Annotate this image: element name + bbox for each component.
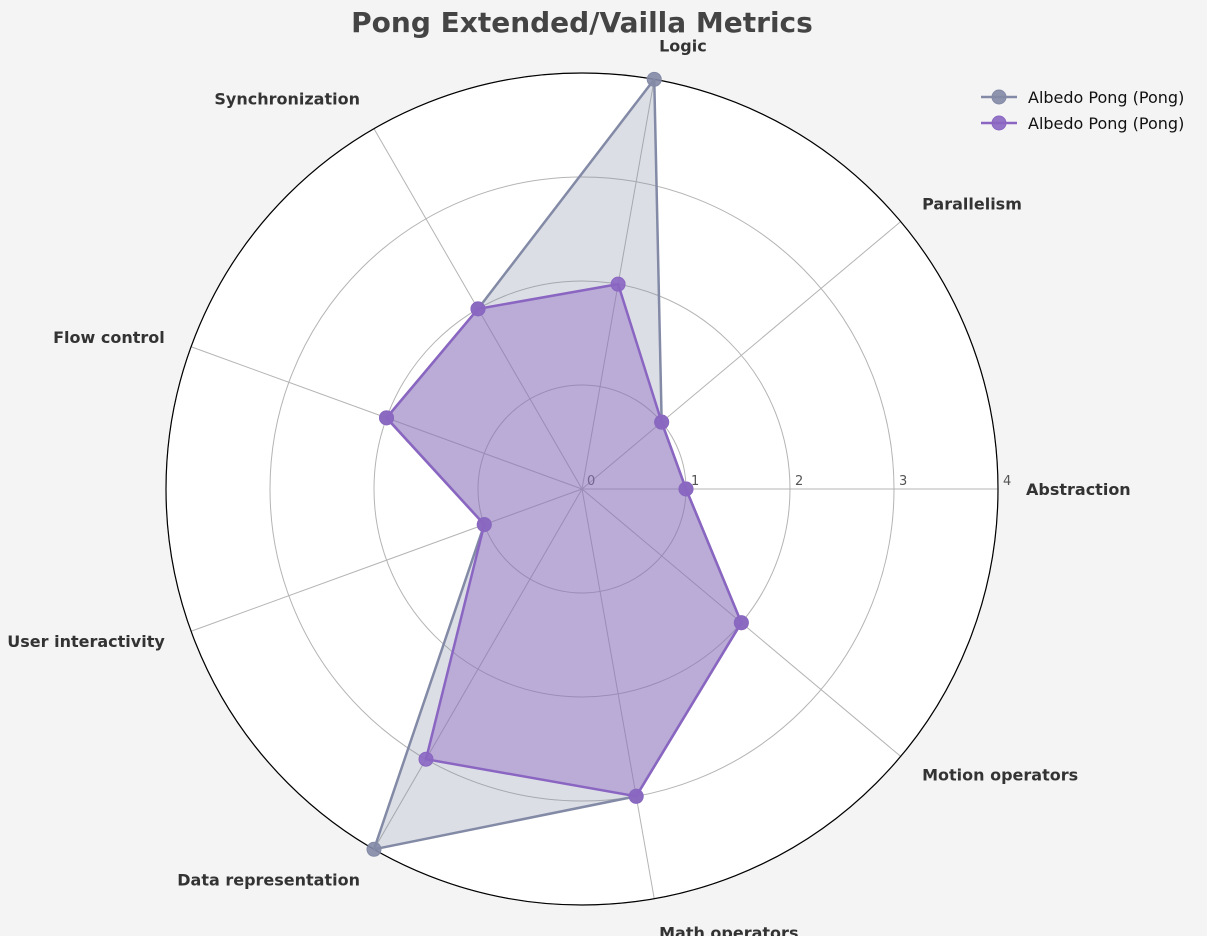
axis-label: Flow control (53, 328, 165, 347)
grid-spoke (190, 488, 583, 632)
axis-label: Data representation (177, 871, 360, 890)
radial-tick-label: 1 (691, 474, 699, 489)
chart-title: Pong Extended/Vailla Metrics (351, 6, 813, 39)
data-point (654, 414, 670, 430)
axis-label: Abstraction (1026, 480, 1131, 499)
series-area (386, 284, 742, 797)
grid-spoke (581, 221, 901, 490)
data-point (418, 751, 434, 767)
axis-label: User interactivity (7, 632, 165, 651)
axis-label: Motion operators (922, 765, 1078, 784)
radial-tick-label: 3 (899, 474, 907, 489)
grid-spoke (581, 488, 655, 899)
radial-tick-label: 4 (1003, 474, 1011, 489)
data-point (379, 410, 395, 426)
plot-frame (165, 72, 999, 906)
data-point (733, 615, 749, 631)
legend-label: Albedo Pong (Pong) (1028, 88, 1184, 107)
data-point (470, 301, 486, 317)
legend-label: Albedo Pong (Pong) (1028, 114, 1184, 133)
plot-area: 0 1 2 3 4 Abstraction Parallelism Logic Synchron… (7, 37, 1130, 936)
data-point (476, 517, 492, 533)
grid-spoke (373, 488, 583, 850)
data-point (628, 788, 644, 804)
radial-tick-label: 0 (587, 474, 595, 489)
data-point (678, 481, 694, 497)
data-point (366, 841, 382, 857)
axis-label: Math operators (659, 923, 798, 936)
axis-label: Parallelism (922, 195, 1022, 214)
data-point (646, 71, 662, 87)
legend-marker (991, 115, 1007, 131)
radial-tick-label: 2 (795, 474, 803, 489)
legend-marker (991, 89, 1007, 105)
axis-label: Logic (659, 37, 707, 56)
axis-label: Synchronization (214, 89, 360, 108)
legend: Albedo Pong (Pong) Albedo Pong (Pong) (981, 88, 1184, 133)
data-point (610, 276, 626, 292)
series-line (385, 282, 743, 798)
series-area (374, 79, 742, 850)
